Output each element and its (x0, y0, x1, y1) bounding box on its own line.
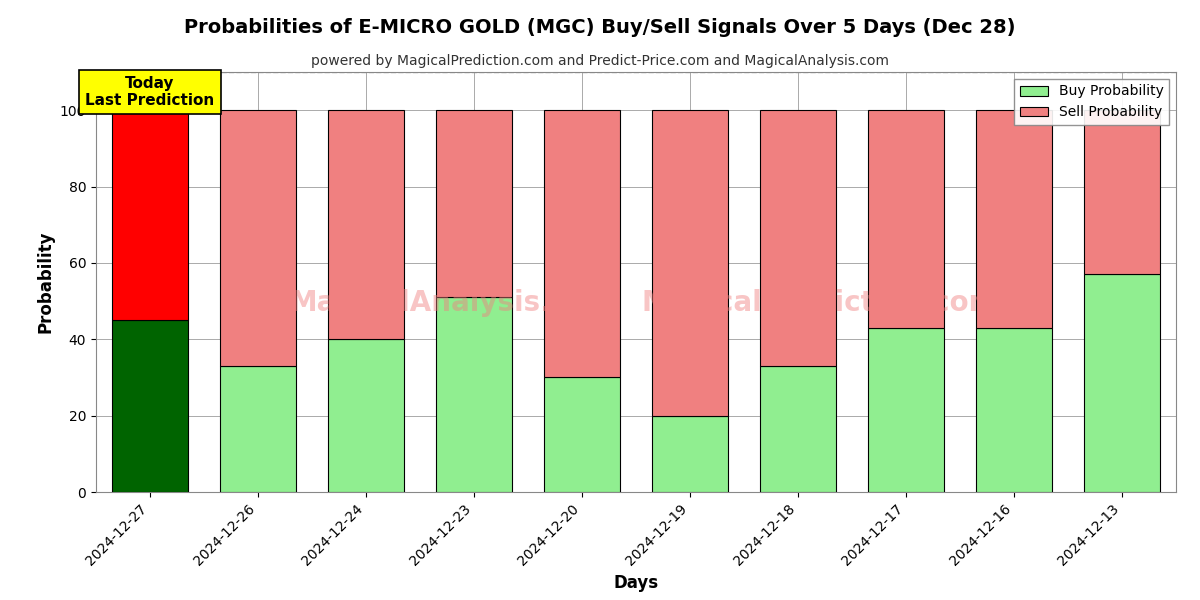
Text: Today
Last Prediction: Today Last Prediction (85, 76, 215, 108)
Bar (221, 366, 296, 492)
Bar (437, 297, 512, 492)
Bar (869, 110, 944, 328)
Bar (761, 366, 836, 492)
Bar (1085, 110, 1159, 274)
Bar (113, 110, 188, 320)
Bar (437, 110, 512, 297)
Bar (113, 320, 188, 492)
Bar (653, 110, 728, 416)
Bar (977, 110, 1051, 328)
Bar (329, 339, 403, 492)
Text: powered by MagicalPrediction.com and Predict-Price.com and MagicalAnalysis.com: powered by MagicalPrediction.com and Pre… (311, 54, 889, 68)
Bar (1085, 274, 1159, 492)
Bar (653, 416, 728, 492)
Y-axis label: Probability: Probability (36, 231, 54, 333)
Text: MagicalAnalysis.com: MagicalAnalysis.com (289, 289, 616, 317)
Legend: Buy Probability, Sell Probability: Buy Probability, Sell Probability (1014, 79, 1169, 125)
Text: MagicalPrediction.com: MagicalPrediction.com (641, 289, 998, 317)
Bar (545, 377, 619, 492)
Bar (869, 328, 944, 492)
Bar (761, 110, 836, 366)
Bar (977, 328, 1051, 492)
Text: Probabilities of E-MICRO GOLD (MGC) Buy/Sell Signals Over 5 Days (Dec 28): Probabilities of E-MICRO GOLD (MGC) Buy/… (185, 18, 1015, 37)
Bar (221, 110, 296, 366)
Bar (329, 110, 403, 339)
X-axis label: Days: Days (613, 574, 659, 592)
Bar (545, 110, 619, 377)
